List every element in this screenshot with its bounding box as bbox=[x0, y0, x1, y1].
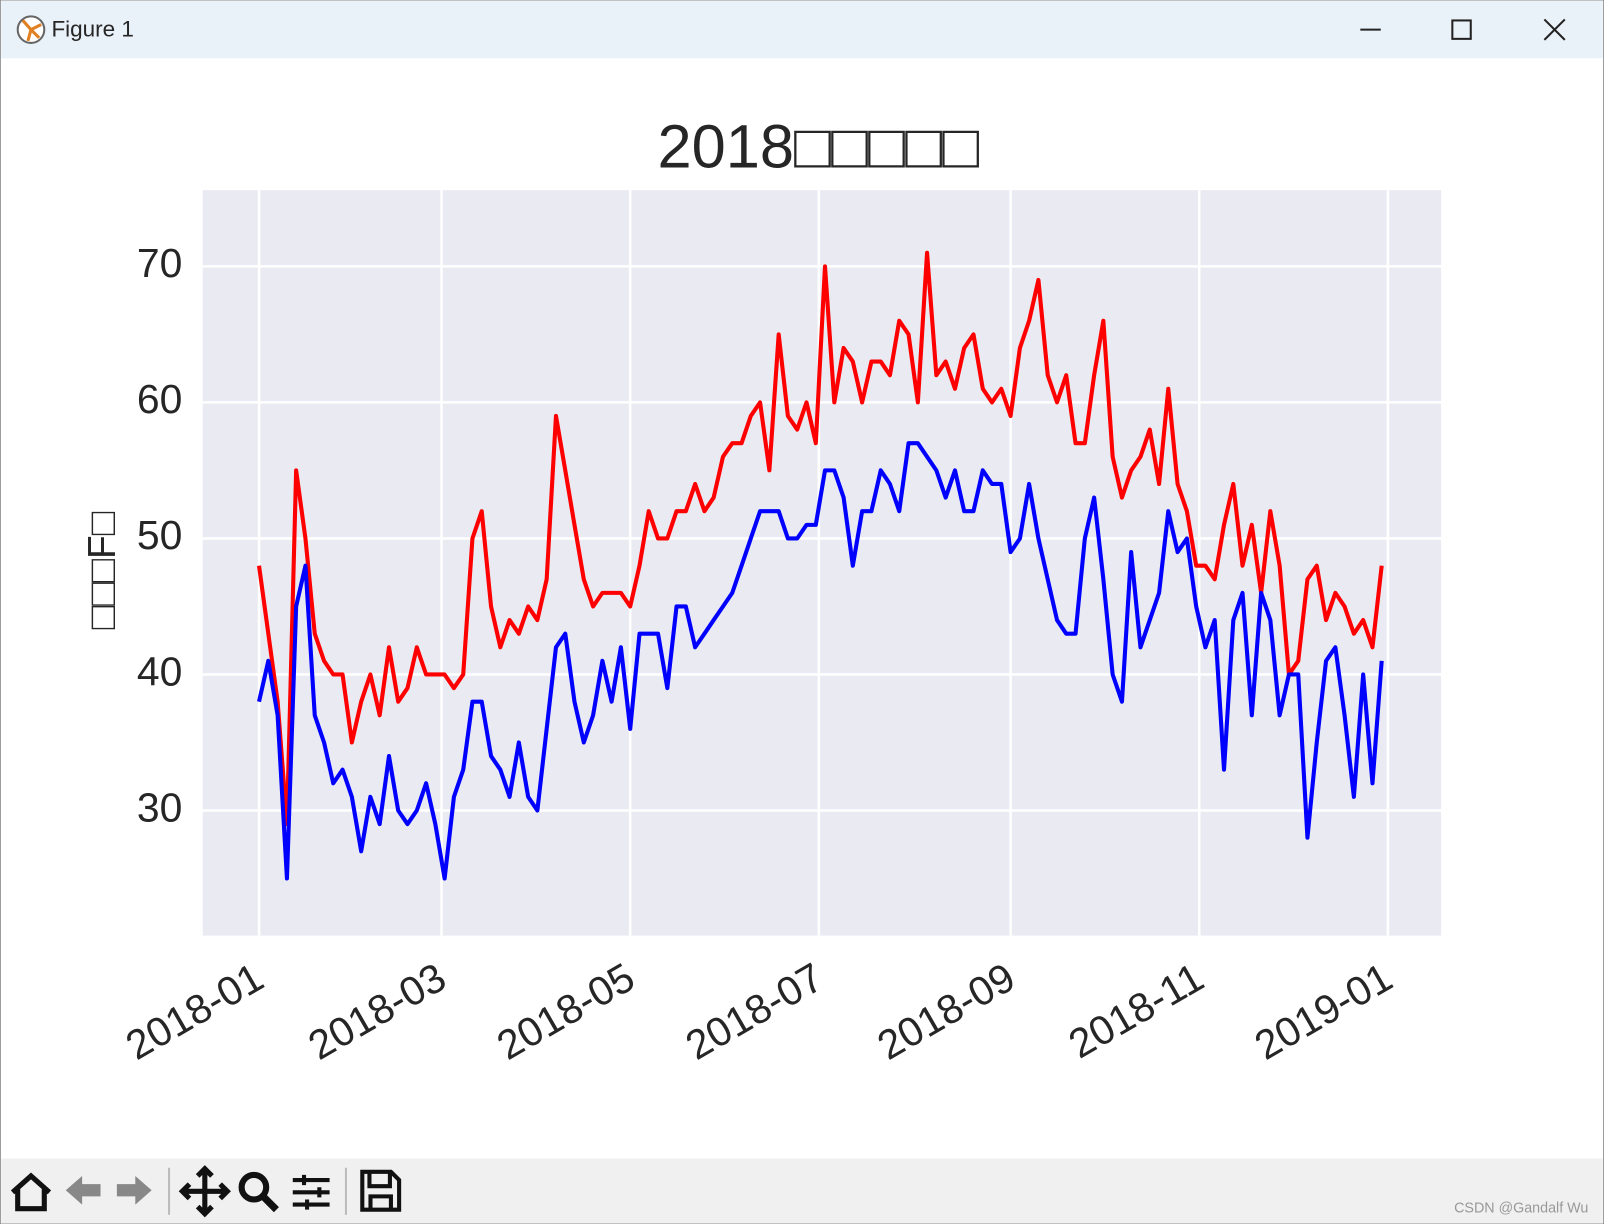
y-tick-label: 70 bbox=[137, 240, 182, 286]
close-button[interactable] bbox=[1543, 18, 1566, 41]
app-icon bbox=[16, 15, 46, 44]
chart-title: 2018□□□□□ bbox=[657, 113, 979, 182]
title-bar bbox=[1, 1, 1603, 59]
y-tick-label: 60 bbox=[137, 376, 182, 422]
y-tick-label: 50 bbox=[137, 512, 182, 558]
data-line bbox=[257, 441, 1384, 881]
data-line bbox=[256, 250, 1384, 827]
home-button[interactable] bbox=[10, 1172, 52, 1212]
plot bbox=[202, 190, 1442, 936]
y-tick-label: 40 bbox=[137, 648, 182, 694]
save-button[interactable] bbox=[360, 1169, 402, 1212]
forward-button[interactable] bbox=[116, 1175, 152, 1205]
pan-button[interactable] bbox=[178, 1165, 231, 1218]
y-axis-label: □□□F□ bbox=[81, 511, 124, 629]
back-button[interactable] bbox=[65, 1175, 101, 1205]
configure-button[interactable] bbox=[292, 1174, 330, 1210]
watermark: CSDN @Gandalf Wu bbox=[1454, 1200, 1588, 1216]
window-title: Figure 1 bbox=[51, 17, 133, 42]
y-tick-label: 30 bbox=[137, 784, 182, 830]
maximize-button[interactable] bbox=[1451, 19, 1472, 40]
zoom-button[interactable] bbox=[238, 1171, 279, 1213]
